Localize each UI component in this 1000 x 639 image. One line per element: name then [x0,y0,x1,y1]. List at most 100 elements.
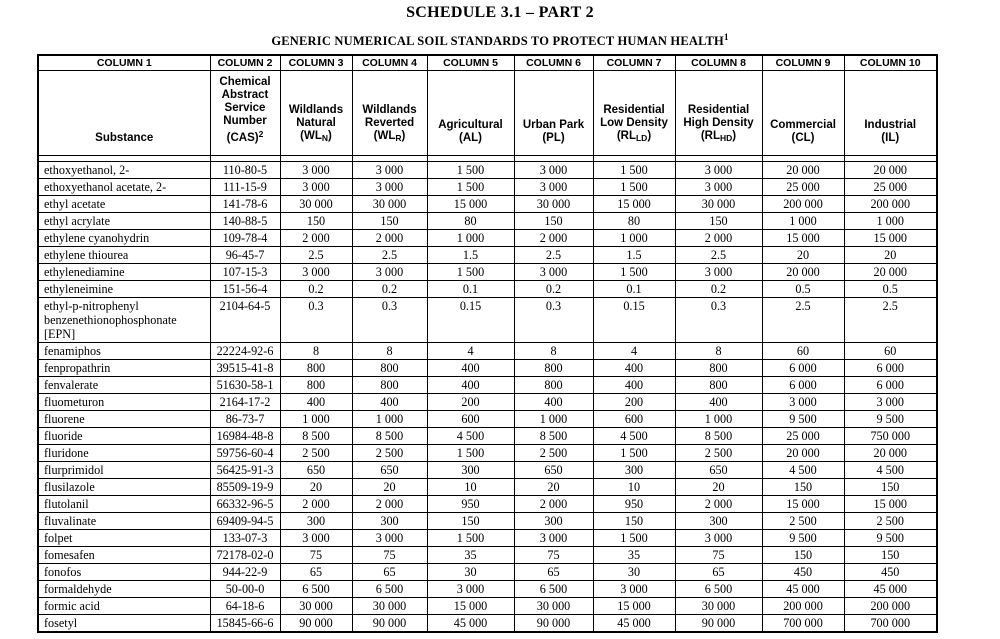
value-cell: 600 [592,410,676,428]
value-cell: 150 [843,478,938,496]
value-cell: 3 000 [426,580,515,598]
value-cell: 300 [351,512,428,530]
value-cell: 8 500 [279,427,353,445]
cas-cell: 2164-17-2 [209,393,281,411]
header-cell-1: Substance [37,70,211,156]
value-cell: 20 000 [843,161,938,179]
header-abbr: (IL) [881,132,900,144]
cas-cell: 86-73-7 [209,410,281,428]
value-cell: 15 000 [592,195,676,213]
substance-cell: ethylenediamine [37,263,211,281]
value-cell: 15 000 [426,597,515,615]
column-label-1: COLUMN 1 [37,54,211,71]
value-cell: 2 000 [351,495,428,513]
substance-cell: fonofos [37,563,211,581]
value-cell: 800 [674,359,763,377]
value-cell: 65 [674,563,763,581]
value-cell: 3 000 [513,263,594,281]
value-cell: 9 500 [761,410,845,428]
value-cell: 8 [351,342,428,360]
value-cell: 6 000 [843,359,938,377]
value-cell: 20 000 [761,263,845,281]
cas-cell: 111-15-9 [209,178,281,196]
header-name-line: Chemical [219,76,271,88]
value-cell: 150 [351,212,428,230]
value-cell: 30 000 [513,195,594,213]
value-cell: 200 000 [761,195,845,213]
cas-cell: 96-45-7 [209,246,281,264]
cas-cell: 22224-92-6 [209,342,281,360]
value-cell: 1 000 [513,410,594,428]
value-cell: 1.5 [592,246,676,264]
value-cell: 1 500 [592,529,676,547]
value-cell: 8 500 [513,427,594,445]
header-abbr-subscript: HD [720,133,733,143]
header-name-line: High Density [683,117,754,129]
value-cell: 45 000 [426,614,515,633]
table-row: fluoride 16984-48-8 8 500 8 500 4 500 8 500 4 … [37,427,938,445]
substance-cell: fluometuron [37,393,211,411]
cas-cell: 151-56-4 [209,280,281,298]
substance-cell: ethylene thiourea [37,246,211,264]
table-row: ethylene cyanohydrin 109-78-4 2 000 2 000 1 … [37,229,938,247]
substance-cell: ethoxyethanol acetate, 2- [37,178,211,196]
value-cell: 300 [279,512,353,530]
value-cell: 950 [426,495,515,513]
cas-cell: 50-00-0 [209,580,281,598]
value-cell: 6 500 [351,580,428,598]
table-row: flusilazole 85509-19-9 20 20 10 20 10 20 150 150 [37,478,938,496]
value-cell: 25 000 [843,178,938,196]
column-label-10: COLUMN 10 [843,54,938,71]
table-row: fosetyl 15845-66-6 90 000 90 000 45 000 90 00… [37,614,938,633]
substance-cell: fluorene [37,410,211,428]
value-cell: 200 000 [761,597,845,615]
value-cell: 60 [843,342,938,360]
value-cell: 45 000 [592,614,676,633]
header-name-line: Number [223,115,267,127]
table-row: fenvalerate 51630-58-1 800 800 400 800 400 800 6… [37,376,938,394]
value-cell: 1 500 [592,161,676,179]
value-cell: 30 000 [351,195,428,213]
value-cell: 0.2 [513,280,594,298]
value-cell: 8 [674,342,763,360]
value-cell: 400 [426,376,515,394]
value-cell: 4 500 [592,427,676,445]
value-cell: 800 [674,376,763,394]
table-row: ethyl acrylate 140-88-5 150 150 80 150 80 150 1 … [37,212,938,230]
value-cell: 150 [426,512,515,530]
value-cell: 0.5 [761,280,845,298]
table-row: fluorene 86-73-7 1 000 1 000 600 1 000 600 1 00… [37,410,938,428]
value-cell: 400 [279,393,353,411]
value-cell: 1 500 [592,178,676,196]
cas-cell: 69409-94-5 [209,512,281,530]
header-name-line: Low Density [600,117,668,129]
value-cell: 400 [426,359,515,377]
substance-cell: fluoride [37,427,211,445]
header-name-line: Urban Park [522,119,585,131]
value-cell: 2.5 [761,297,845,343]
header-abbr-superscript: 2 [258,129,264,139]
value-cell: 950 [592,495,676,513]
header-abbr: (AL) [459,132,482,144]
value-cell: 650 [351,461,428,479]
substance-cell: ethyl acetate [37,195,211,213]
cas-cell: 64-18-6 [209,597,281,615]
value-cell: 2 500 [843,512,938,530]
value-cell: 450 [843,563,938,581]
value-cell: 0.5 [843,280,938,298]
value-cell: 2.5 [674,246,763,264]
value-cell: 800 [351,359,428,377]
table-row: fenpropathrin 39515-41-8 800 800 400 800 400 80… [37,359,938,377]
cas-cell: 109-78-4 [209,229,281,247]
value-cell: 1 500 [426,529,515,547]
table-body: ethoxyethanol, 2- 110-80-5 3 000 3 000 1 500… [37,155,938,633]
header-row: Substance Chemical Abstract Service Number (C… [37,70,938,156]
table-row: fluometuron 2164-17-2 400 400 200 400 200 400 3 … [37,393,938,411]
table-row: fluridone 59756-60-4 2 500 2 500 1 500 2 500 1… [37,444,938,462]
cas-cell: 944-22-9 [209,563,281,581]
value-cell: 300 [426,461,515,479]
substance-cell: fenpropathrin [37,359,211,377]
value-cell: 0.2 [351,280,428,298]
column-label-4: COLUMN 4 [351,54,428,71]
header-abbr: (PL) [542,132,565,144]
